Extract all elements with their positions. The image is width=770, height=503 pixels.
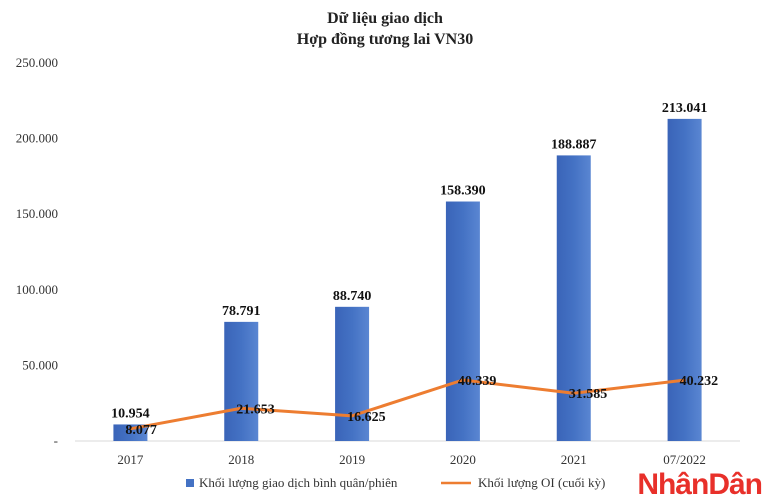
- legend-bar-swatch: [186, 479, 194, 487]
- bar-data-label: 188.887: [551, 137, 597, 152]
- watermark-part-1: Nhân: [637, 468, 708, 501]
- line-path: [128, 378, 687, 431]
- bar-data-label: 78.791: [222, 304, 261, 319]
- y-tick-label: 200.000: [16, 131, 58, 146]
- line-data-label: 31.585: [569, 387, 608, 402]
- legend-line-label: Khối lượng OI (cuối kỳ): [478, 475, 605, 490]
- line-data-label: 8.077: [125, 423, 156, 438]
- chart-subtitle: Hợp đồng tương lai VN30: [297, 31, 473, 48]
- x-tick-label: 2019: [339, 452, 365, 467]
- bar: [445, 201, 480, 441]
- y-tick-label: 150.000: [16, 206, 58, 221]
- svg-text:NhânDân: NhânDân: [637, 468, 762, 501]
- legend-bar-label: Khối lượng giao dịch bình quân/phiên: [199, 475, 398, 490]
- x-tick-label: 2018: [228, 452, 254, 467]
- bar-series: [113, 118, 702, 441]
- chart-title: Dữ liệu giao dịch: [327, 10, 443, 27]
- y-axis: - 50.000 100.000 150.000 200.000 250.000: [16, 55, 58, 448]
- line-data-label: 21.653: [236, 402, 275, 417]
- legend: Khối lượng giao dịch bình quân/phiên Khố…: [186, 475, 605, 490]
- bar: [335, 306, 370, 441]
- line-series: [128, 378, 687, 431]
- line-data-label: 40.232: [680, 374, 719, 389]
- line-data-label: 40.339: [458, 374, 497, 389]
- bar-labels: 10.954 78.791 88.740 158.390 188.887 213.041: [111, 101, 707, 422]
- y-tick-label: 250.000: [16, 55, 58, 70]
- watermark-logo: NhânDân: [637, 468, 763, 501]
- bar-data-label: 88.740: [333, 289, 372, 304]
- x-axis: 2017 2018 2019 2020 2021 07/2022: [75, 440, 740, 467]
- bar: [224, 321, 259, 441]
- x-tick-label: 2020: [450, 452, 476, 467]
- bar-data-label: 10.954: [111, 406, 150, 421]
- x-tick-label: 2021: [561, 452, 587, 467]
- watermark-part-2: Dân: [708, 468, 762, 501]
- x-tick-label: 07/2022: [663, 452, 706, 467]
- line-data-label: 16.625: [347, 410, 386, 425]
- bar: [667, 118, 702, 441]
- bar-data-label: 213.041: [662, 101, 708, 116]
- y-tick-label: 100.000: [16, 282, 58, 297]
- y-tick-label: 50.000: [22, 357, 58, 372]
- line-labels: 8.077 21.653 16.625 40.339 31.585 40.232: [125, 374, 718, 438]
- y-tick-label: -: [54, 433, 58, 448]
- bar-data-label: 158.390: [440, 184, 486, 199]
- x-tick-label: 2017: [117, 452, 144, 467]
